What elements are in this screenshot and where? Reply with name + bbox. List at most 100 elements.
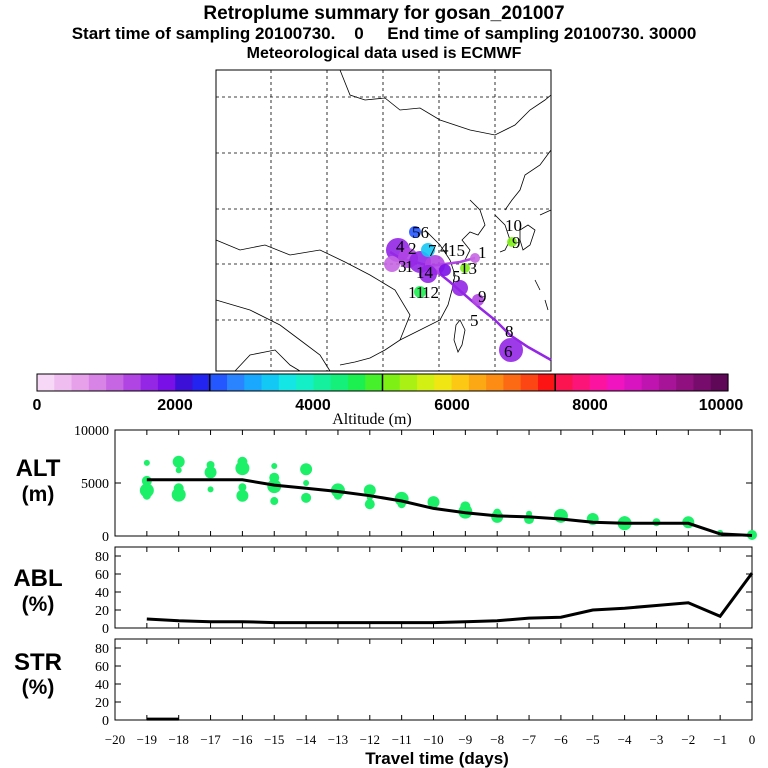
- colorbar-tick: 10000: [699, 397, 744, 414]
- colorbar-cell: [330, 374, 349, 391]
- colorbar-cell: [261, 374, 280, 391]
- y-tick-label: 10000: [74, 424, 109, 439]
- trajectory-cluster: [384, 256, 400, 272]
- x-tick-label: −11: [392, 732, 412, 747]
- colorbar-label: Altitude (m): [332, 411, 412, 428]
- x-tick-label: −10: [423, 732, 443, 747]
- x-tick-label: −15: [264, 732, 284, 747]
- cluster-label: 7: [428, 241, 437, 260]
- colorbar-cell: [451, 374, 470, 391]
- altitude-series-line: [146, 478, 753, 537]
- trajectory-cluster: [472, 294, 484, 306]
- colorbar-cell: [641, 374, 660, 391]
- colorbar-cell: [537, 374, 556, 391]
- abl-panel-frame: [114, 546, 753, 629]
- y-tick-label: 60: [95, 568, 109, 583]
- colorbar-cell: [434, 374, 453, 391]
- x-tick-label: −14: [296, 732, 317, 747]
- x-tick-label: −13: [328, 732, 348, 747]
- x-tick-label: −2: [681, 732, 695, 747]
- trajectory-cluster: [452, 280, 468, 296]
- colorbar-cell: [382, 374, 401, 391]
- colorbar-cell: [37, 374, 55, 391]
- colorbar-frame: [36, 373, 729, 392]
- altitude-point: [172, 455, 185, 468]
- colorbar-tick: 4000: [295, 397, 331, 414]
- altitude-point: [271, 463, 278, 470]
- x-axis-label: Travel time (days): [365, 749, 509, 768]
- altitude-point: [363, 484, 376, 497]
- y-tick-label: 40: [95, 586, 109, 601]
- x-tick-label: −1: [713, 732, 727, 747]
- x-tick-label: 0: [749, 732, 756, 747]
- colorbar-tick: 8000: [572, 397, 608, 414]
- y-tick-label: 80: [95, 642, 109, 657]
- cluster-label: 9: [478, 287, 487, 306]
- alt-panel-title: ALT: [16, 455, 61, 482]
- colorbar-cell: [244, 374, 263, 391]
- colorbar-cell: [227, 374, 245, 391]
- colorbar-cell: [54, 374, 73, 391]
- trajectory-cluster: [470, 253, 480, 263]
- altitude-point: [364, 499, 375, 510]
- colorbar-cell: [503, 374, 522, 391]
- cluster-label: 11: [408, 283, 424, 302]
- altitude-point: [238, 483, 247, 492]
- cluster-label: 3: [398, 257, 407, 276]
- time-series-panels: ALT (m) ABL (%) STR (%) 10000 5000 0 80 60 40…: [13, 424, 757, 768]
- cluster-label: 13: [460, 259, 477, 278]
- colorbar-tick: 0: [33, 397, 42, 414]
- colorbar-cell: [140, 374, 159, 391]
- y-tick-label: 0: [102, 714, 109, 729]
- colorbar-cell: [88, 374, 107, 391]
- y-tick-label: 0: [102, 622, 109, 637]
- y-tick-label: 20: [95, 604, 109, 619]
- colorbar-cell: [123, 374, 142, 391]
- met-data-subtitle: Meteorological data used is ECMWF: [246, 45, 522, 62]
- cluster-label: 5: [452, 267, 461, 286]
- colorbar-cell: [399, 374, 418, 391]
- y-tick-label: 20: [95, 696, 109, 711]
- cluster-label: 15: [448, 241, 465, 260]
- str-panel-title: STR: [14, 649, 62, 676]
- cluster-label: 4: [396, 237, 405, 256]
- x-tick-label: −20: [105, 732, 125, 747]
- altitude-point: [236, 489, 249, 502]
- trajectory-cluster: [460, 263, 470, 273]
- cluster-label: 14: [416, 263, 434, 282]
- trajectory-clusters: [384, 226, 523, 362]
- colorbar-cell: [296, 374, 315, 391]
- alt-panel-unit: (m): [22, 483, 55, 506]
- trajectory-cluster: [419, 265, 437, 283]
- colorbar-cell: [71, 374, 90, 391]
- altitude-point: [175, 467, 182, 474]
- colorbar-cell: [365, 374, 384, 391]
- map-coastlines: [215, 69, 552, 372]
- altitude-point: [204, 466, 217, 479]
- colorbar-cell: [693, 374, 712, 391]
- colorbar-cell: [486, 374, 505, 391]
- x-tick-label: −8: [490, 732, 504, 747]
- altitude-colorbar: 0 2000 4000 6000 8000 10000 Altitude (m): [33, 373, 744, 428]
- altitude-point: [300, 463, 313, 476]
- altitude-point: [235, 461, 250, 476]
- x-tick-label: −19: [137, 732, 157, 747]
- cluster-label: 12: [422, 283, 439, 302]
- str-panel-unit: (%): [22, 676, 55, 699]
- altitude-point: [301, 492, 312, 503]
- chart-title: Retroplume summary for gosan_201007: [203, 3, 565, 24]
- x-tick-label: −9: [458, 732, 472, 747]
- x-tick-label: −5: [586, 732, 600, 747]
- trajectory-cluster: [409, 226, 421, 238]
- trajectory-cluster: [507, 237, 517, 247]
- x-tick-label: −7: [522, 732, 536, 747]
- y-tick-label: 0: [102, 530, 109, 545]
- trajectory-cluster: [414, 286, 426, 298]
- cluster-label: 9: [512, 233, 521, 252]
- cluster-label: 4: [440, 239, 449, 258]
- altitude-point: [333, 491, 342, 500]
- colorbar-cell: [347, 374, 366, 391]
- colorbar-cell: [589, 374, 608, 391]
